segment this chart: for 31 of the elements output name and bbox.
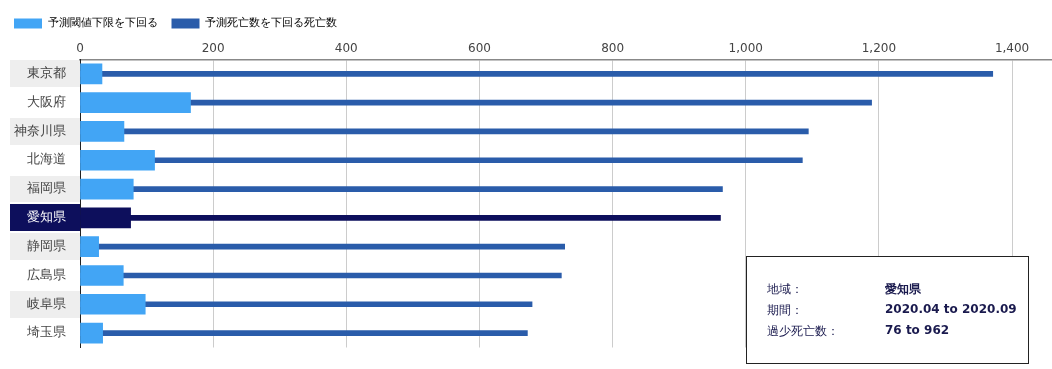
y-tick-label: 福岡県 (27, 180, 66, 196)
bar (80, 265, 124, 286)
annotation: 76 to 962 (885, 322, 951, 339)
y-tick-label: 北海道 (27, 151, 66, 167)
annotation: 2020.04 to 2020.09 (885, 301, 1018, 318)
y-tick-label: 静岡県 (27, 237, 66, 253)
y-tick-label: 東京都 (27, 65, 66, 81)
annotation: 愛知県 (885, 280, 922, 298)
y-tick-label: 岐阜県 (27, 295, 66, 311)
legend-label: 予測死亡数を下回る死亡数 (205, 16, 337, 30)
y-tick-label: 愛知県 (27, 209, 66, 225)
y-tick-label: 広島県 (27, 266, 66, 282)
x-tick-label: 800 (601, 41, 625, 56)
y-tick-label: 神奈川県 (14, 122, 66, 138)
y-tick-label: 埼玉県 (26, 324, 66, 340)
bar (80, 149, 155, 171)
y-tick-label: 大阪府 (27, 93, 66, 109)
x-tick-label: 0 (76, 41, 84, 56)
x-tick-label: 600 (468, 41, 491, 56)
x-tick-label: 1,400 (994, 41, 1030, 56)
annotation: 地域： (767, 280, 804, 298)
annotation: 過少死亡数： (767, 322, 840, 340)
annotation: 期間： (767, 301, 804, 319)
bar (80, 322, 103, 344)
bar (80, 92, 191, 113)
bar (80, 236, 99, 257)
x-tick-label: 1,000 (728, 41, 763, 56)
x-tick-label: 400 (334, 41, 358, 56)
legend-label: 予測閾値下限を下回る (47, 16, 158, 30)
x-tick-label: 200 (201, 41, 225, 56)
x-tick-label: 1,200 (861, 41, 897, 56)
